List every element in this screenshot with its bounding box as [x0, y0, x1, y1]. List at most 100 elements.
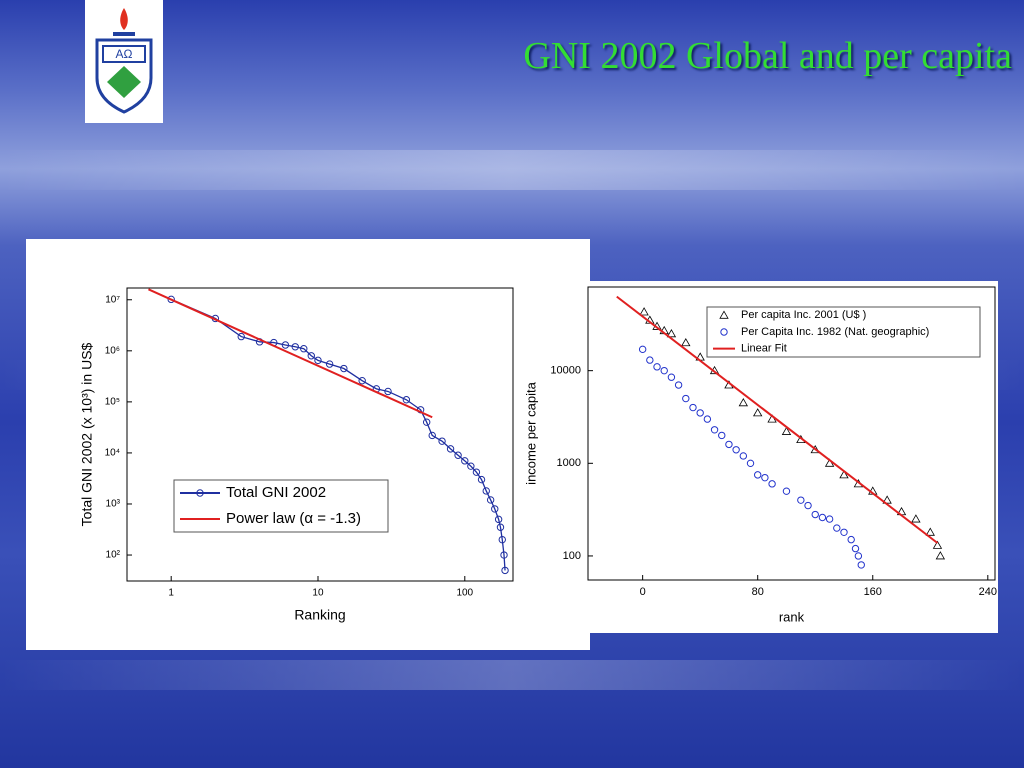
- legend-label: Total GNI 2002: [226, 484, 326, 501]
- legend-label: Per Capita Inc. 1982 (Nat. geographic): [741, 326, 929, 338]
- data-point: [477, 475, 486, 484]
- y-tick-label: 10⁷: [105, 294, 120, 305]
- data-point: [491, 505, 499, 513]
- chart-panel: 0 80 160 240 100 1000 10000 rank income per capi…: [523, 281, 998, 633]
- data-point: [300, 345, 308, 353]
- data-point: [384, 387, 392, 396]
- legend-box: [706, 306, 981, 358]
- data-point: [725, 440, 733, 449]
- y-tick-label: 10⁵: [105, 397, 120, 408]
- data-point: [689, 403, 697, 412]
- data-point: [682, 394, 690, 403]
- data-point: [467, 462, 475, 470]
- legend-marker: [720, 328, 728, 336]
- data-point: [291, 343, 299, 351]
- y-tick-label: 1000: [557, 457, 581, 469]
- data-point: [833, 524, 841, 532]
- data-point: [811, 510, 819, 519]
- data-point: [857, 561, 865, 569]
- y-tick-label: 10³: [106, 499, 121, 510]
- background-streak: [0, 660, 1024, 690]
- plot-frame: [126, 287, 514, 582]
- y-tick-label: 10²: [106, 550, 121, 561]
- data-point: [710, 426, 719, 434]
- x-tick-label: 160: [864, 586, 882, 598]
- x-tick-label: 100: [456, 588, 473, 599]
- data-point: [754, 471, 762, 479]
- data-point: [472, 468, 481, 476]
- data-point: [438, 437, 446, 445]
- data-point: [818, 513, 827, 522]
- data-point: [847, 535, 855, 544]
- data-point: [839, 470, 849, 479]
- background-streak: [0, 150, 1024, 190]
- data-point: [498, 535, 506, 544]
- y-axis-label: income per capita: [523, 381, 538, 484]
- data-point: [840, 528, 848, 536]
- series-line: [616, 295, 939, 544]
- svg-text:ΑΩ: ΑΩ: [116, 47, 133, 61]
- data-point: [638, 345, 647, 354]
- legend-marker: [719, 310, 729, 319]
- x-tick-label: 0: [640, 586, 646, 598]
- data-point: [768, 480, 776, 488]
- y-axis-label: Total GNI 2002 (x 10³) in US$: [79, 342, 95, 526]
- legend-label: Linear Fit: [741, 343, 787, 355]
- data-point: [167, 295, 175, 304]
- legend-box: [173, 479, 389, 533]
- data-point: [281, 341, 290, 349]
- data-point: [446, 445, 455, 453]
- plot-frame: [587, 286, 996, 581]
- data-point: [797, 496, 805, 504]
- data-point: [810, 444, 820, 454]
- data-point: [428, 431, 436, 440]
- chart-panel: 1 10 100 10² 10³ 10⁴ 10⁵ 10⁶ 10⁷ Ranking Total GNI…: [26, 239, 590, 650]
- y-tick-label: 10⁶: [105, 345, 120, 356]
- data-point: [422, 418, 431, 426]
- y-tick-label: 100: [563, 550, 581, 562]
- data-point: [781, 426, 792, 435]
- series-line: [148, 288, 433, 419]
- data-point: [402, 396, 411, 404]
- data-point: [500, 551, 508, 559]
- data-point: [851, 544, 860, 553]
- data-point: [358, 376, 366, 385]
- series-line: [170, 298, 506, 571]
- data-point: [494, 515, 503, 524]
- data-point: [486, 496, 495, 504]
- data-point: [660, 366, 668, 375]
- legend-label: Power law (α = -1.3): [226, 510, 361, 527]
- data-point: [696, 409, 704, 417]
- data-point: [753, 408, 763, 417]
- y-tick-label: 10⁴: [105, 448, 120, 459]
- data-point: [501, 566, 509, 575]
- x-axis-label: rank: [779, 609, 805, 624]
- legend-label: Per capita Inc. 2001 (U$ ): [741, 309, 866, 321]
- data-point: [782, 487, 791, 495]
- legend-marker: [196, 489, 204, 497]
- x-tick-label: 10: [312, 588, 324, 599]
- data-point: [325, 360, 334, 368]
- data-point: [666, 328, 677, 338]
- data-point: [307, 352, 315, 360]
- data-point: [237, 332, 245, 341]
- data-point: [746, 459, 755, 468]
- data-point: [703, 415, 712, 423]
- logo-emblem: ΑΩ: [95, 8, 153, 114]
- data-point: [935, 551, 946, 560]
- data-point: [911, 514, 921, 523]
- data-point: [454, 451, 462, 459]
- data-point: [761, 473, 769, 482]
- slide-title: GNI 2002 Global and per capita: [523, 35, 1012, 77]
- data-point: [718, 431, 726, 440]
- data-point: [738, 397, 749, 407]
- data-point: [925, 527, 935, 536]
- data-point: [854, 552, 863, 560]
- data-point: [804, 501, 812, 510]
- data-point: [639, 307, 649, 316]
- data-point: [653, 363, 661, 371]
- data-point: [482, 487, 490, 495]
- data-point: [732, 446, 740, 454]
- logo: ΑΩ: [85, 0, 163, 123]
